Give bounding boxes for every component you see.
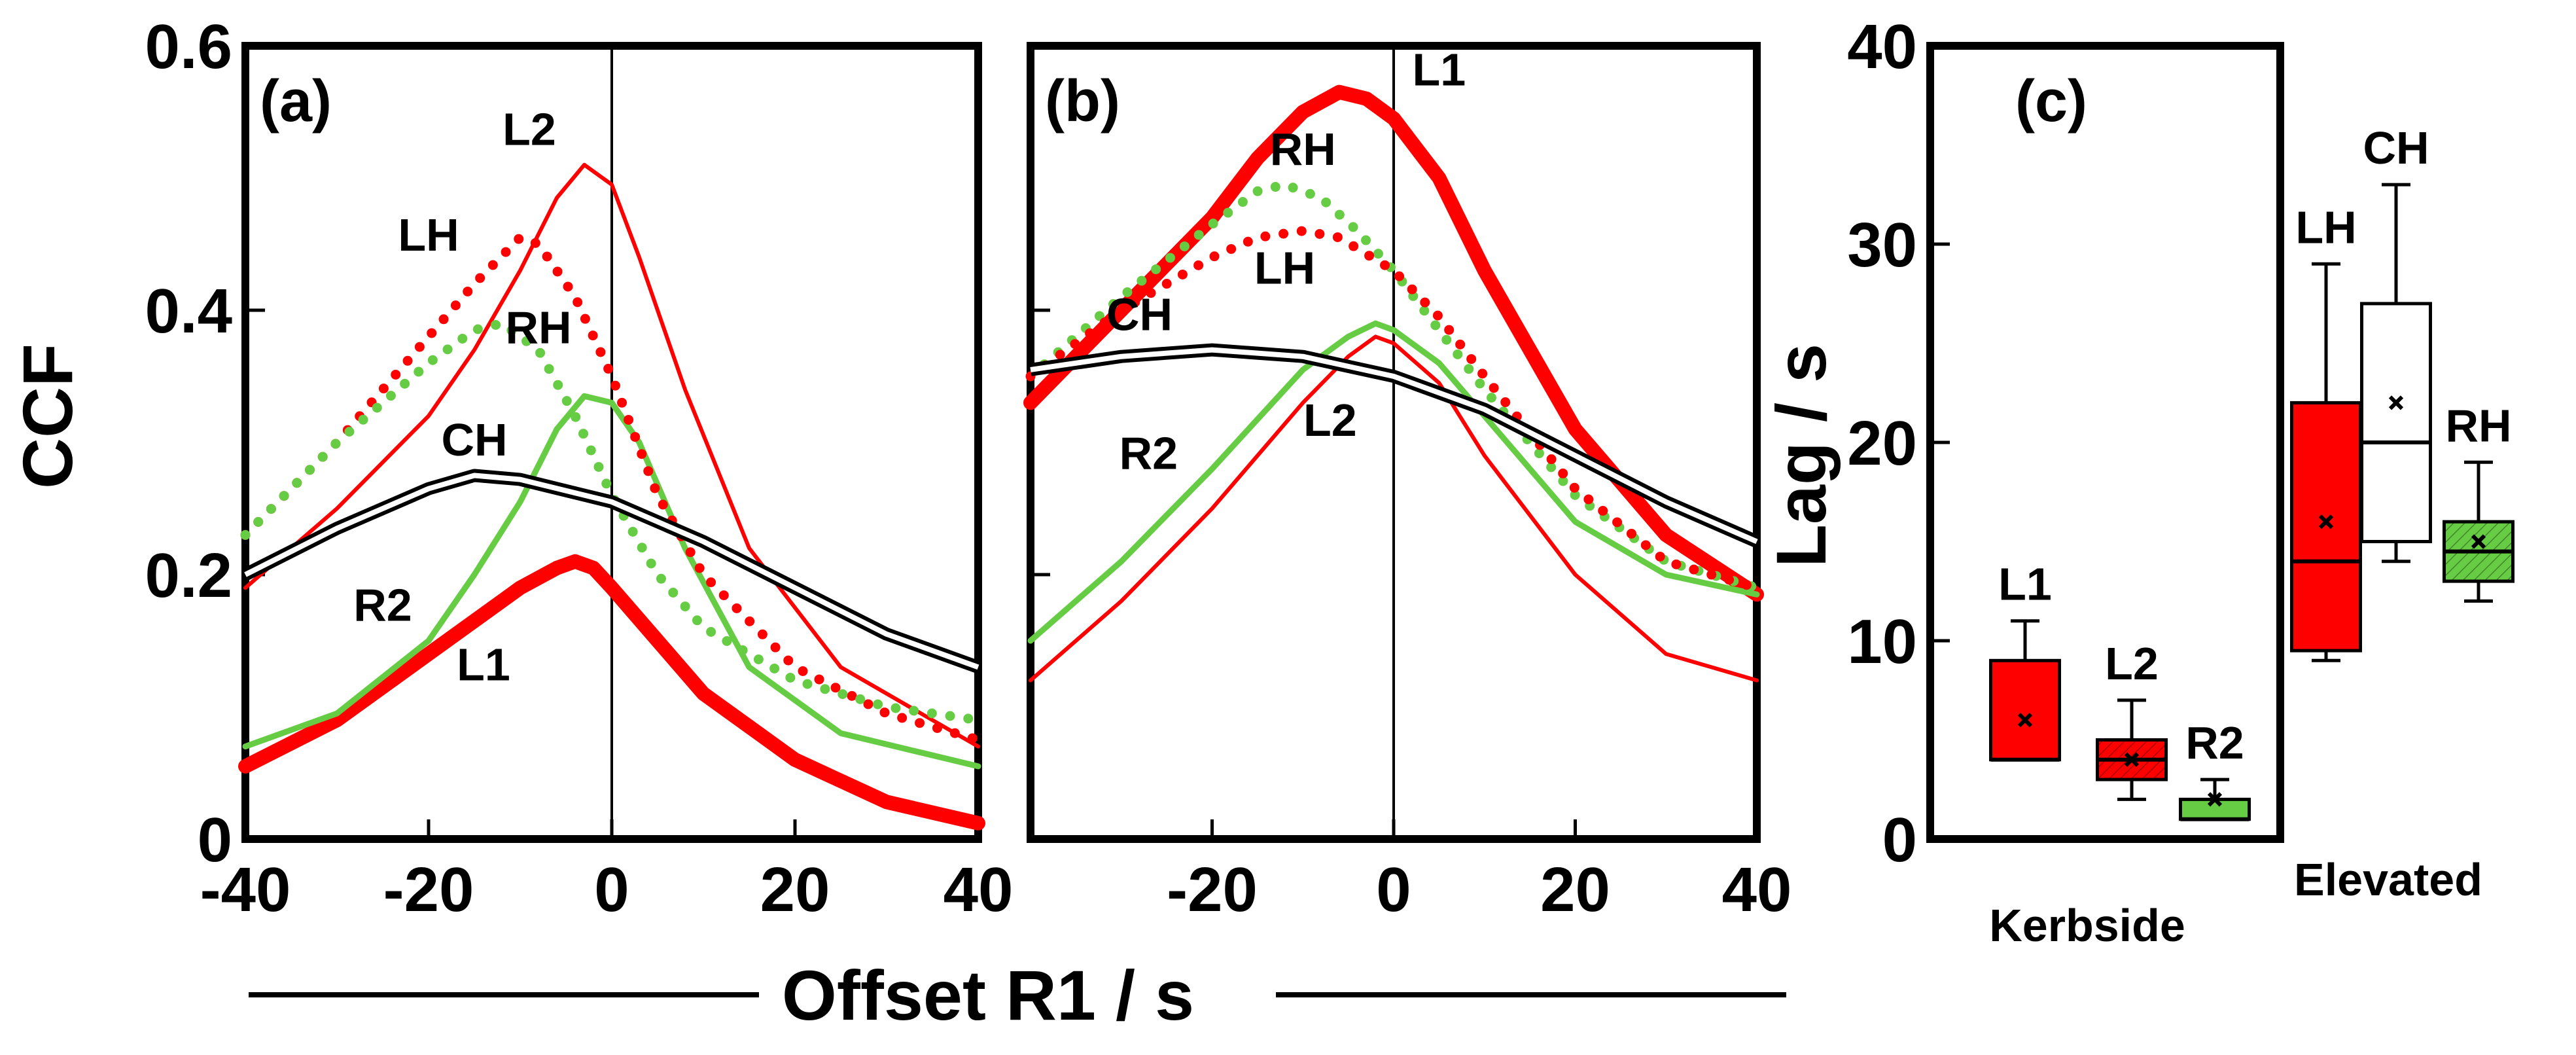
- y-tick-label-0-6: 0.6: [145, 12, 232, 82]
- series-label-rh: RH: [1270, 124, 1336, 175]
- series-label-l2: L2: [503, 104, 556, 155]
- panel-label: (b): [1045, 69, 1120, 134]
- box-label-r2: R2: [2185, 717, 2244, 768]
- y-tick-label-0: 0: [1882, 805, 1917, 875]
- series-label-rh: RH: [505, 302, 571, 353]
- y-tick-label-10: 10: [1847, 607, 1917, 677]
- box-label-lh: LH: [2295, 202, 2356, 253]
- y-tick-label-0: 0: [198, 805, 232, 875]
- series-l1-line: [1023, 84, 1764, 602]
- box-ch-mean-marker: [2388, 395, 2404, 410]
- y-tick-label-30: 30: [1847, 210, 1917, 280]
- series-label-l2: L2: [1303, 395, 1357, 446]
- x-tick-label-40: 40: [944, 855, 1014, 925]
- series-label-ch: CH: [1106, 289, 1173, 340]
- x-tick-label-0: 0: [1376, 855, 1411, 925]
- series-ch-line-inner: [244, 473, 979, 670]
- y-tick-label-0-4: 0.4: [145, 276, 232, 346]
- series-rh-line: [240, 318, 983, 725]
- box-label-l1: L1: [1998, 559, 2052, 610]
- x-tick-label-40: -40: [200, 855, 291, 925]
- x-tick-label-0: 0: [594, 855, 629, 925]
- y-tick-label-40: 40: [1847, 12, 1917, 82]
- box-label-rh: RH: [2445, 400, 2511, 451]
- y-axis-title: Lag / s: [1761, 344, 1841, 567]
- series-r2-line: [242, 393, 981, 770]
- group-label-kerbside: Kerbside: [1989, 900, 2185, 951]
- x-tick-label-40: 40: [1722, 855, 1792, 925]
- y-tick-label-0-2: 0.2: [145, 541, 232, 611]
- box-l1-body: [1989, 658, 2061, 762]
- box-label-l2: L2: [2105, 638, 2159, 689]
- panel-label: (c): [2015, 69, 2087, 134]
- x-tick-label-20: 20: [760, 855, 830, 925]
- box-l1-mean-marker: [2017, 713, 2033, 728]
- box-r2-body: [2179, 797, 2251, 821]
- box-lh-body: [2290, 401, 2362, 653]
- box-lh-mean-marker: [2318, 514, 2334, 529]
- panel-label: (a): [260, 69, 332, 134]
- group-label-elevated: Elevated: [2294, 854, 2482, 905]
- series-rh-line: [1025, 179, 1762, 593]
- series-lh-line: [1025, 226, 1762, 593]
- panel-b: -20 0 20 40 (b) L1 L2 R2 RH LH CH: [1023, 42, 1792, 925]
- shared-x-axis-title: Offset R1 / s: [782, 956, 1194, 1035]
- series-l2-line: [1029, 334, 1759, 683]
- series-label-r2: R2: [353, 580, 412, 631]
- series-label-l1: L1: [457, 639, 510, 690]
- y-axis-title: CCF: [8, 344, 87, 489]
- series-label-lh: LH: [398, 209, 459, 260]
- box-rh-mean-marker: [2471, 534, 2486, 549]
- series-r2-line: [1027, 320, 1760, 644]
- series-l2-line: [243, 162, 980, 749]
- series-lh-line: [240, 232, 983, 745]
- series-label-l1: L1: [1413, 45, 1466, 96]
- box-ch-body: [2360, 302, 2432, 543]
- x-tick-label-20: -20: [1167, 855, 1258, 925]
- y-tick-label-20: 20: [1847, 408, 1917, 478]
- series-label-lh: LH: [1254, 243, 1315, 294]
- x-tick-label-20: 20: [1540, 855, 1610, 925]
- box-label-ch: CH: [2363, 122, 2429, 173]
- box-r2-mean-marker: [2207, 792, 2223, 807]
- series-ch-line-inner: [1030, 347, 1758, 545]
- x-tick-label-20: -20: [383, 855, 474, 925]
- box-l2-mean-marker: [2124, 752, 2140, 767]
- series-label-r2: R2: [1120, 427, 1178, 478]
- series-l1-line: [238, 554, 985, 831]
- series-label-ch: CH: [441, 414, 507, 465]
- panel-a: -40 -20 0 20 40 0 0.2 0.4 0.6 CCF (a) L1 L2 R2 LH RH CH: [8, 12, 1013, 925]
